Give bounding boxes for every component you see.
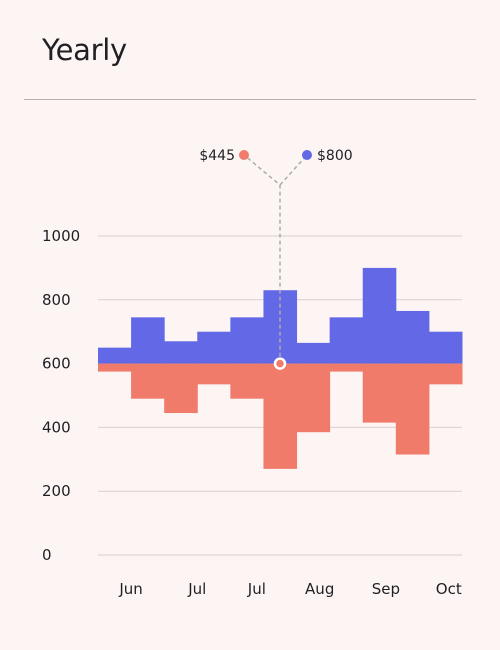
lower-bar[interactable] (428, 363, 463, 385)
upper-bar[interactable] (98, 347, 132, 364)
lower-bar[interactable] (131, 363, 165, 399)
x-tick-label: Jul (247, 580, 266, 598)
upper-bar[interactable] (329, 317, 364, 364)
y-axis-ticks: 0 200 400 600 800 1000 (42, 227, 80, 564)
x-tick-label: Oct (436, 580, 462, 598)
lower-bar[interactable] (263, 363, 298, 469)
upper-bar[interactable] (296, 342, 331, 364)
upper-bar[interactable] (395, 310, 430, 364)
upper-bar[interactable] (131, 317, 165, 364)
header-divider (24, 99, 476, 100)
tooltip-guide-branch (279, 154, 308, 186)
lower-bar[interactable] (296, 363, 331, 433)
bars (98, 267, 463, 469)
lower-bar[interactable] (197, 363, 231, 385)
lower-bar[interactable] (362, 363, 397, 423)
tooltip-lower-swatch (239, 150, 249, 160)
x-tick-label: Jul (187, 580, 206, 598)
upper-bar[interactable] (197, 331, 231, 364)
y-tick-label: 800 (42, 291, 71, 309)
y-tick-label: 200 (42, 482, 71, 500)
lower-bar[interactable] (98, 363, 132, 372)
y-tick-label: 400 (42, 418, 71, 436)
lower-bar[interactable] (164, 363, 198, 414)
tooltip-upper-value: $800 (317, 148, 353, 164)
x-axis-ticks: Jun Jul Jul Aug Sep Oct (118, 580, 461, 598)
tooltip-upper-swatch (302, 150, 312, 160)
y-tick-label: 0 (42, 546, 52, 564)
tooltip-marker-dot[interactable] (273, 357, 287, 370)
upper-bar[interactable] (362, 267, 397, 364)
lower-bar[interactable] (395, 363, 430, 455)
lower-bar[interactable] (329, 363, 364, 372)
x-tick-label: Sep (372, 580, 400, 598)
x-tick-label: Jun (118, 580, 142, 598)
y-tick-label: 600 (42, 355, 71, 373)
page-title: Yearly (42, 33, 127, 67)
tooltip: $445 $800 (199, 148, 353, 370)
upper-bar[interactable] (428, 331, 463, 364)
y-tick-label: 1000 (42, 227, 80, 245)
x-tick-label: Aug (305, 580, 334, 598)
upper-bar[interactable] (164, 341, 198, 364)
tooltip-lower-value: $445 (199, 148, 235, 164)
lower-bar[interactable] (230, 363, 264, 399)
upper-bar[interactable] (230, 317, 264, 364)
